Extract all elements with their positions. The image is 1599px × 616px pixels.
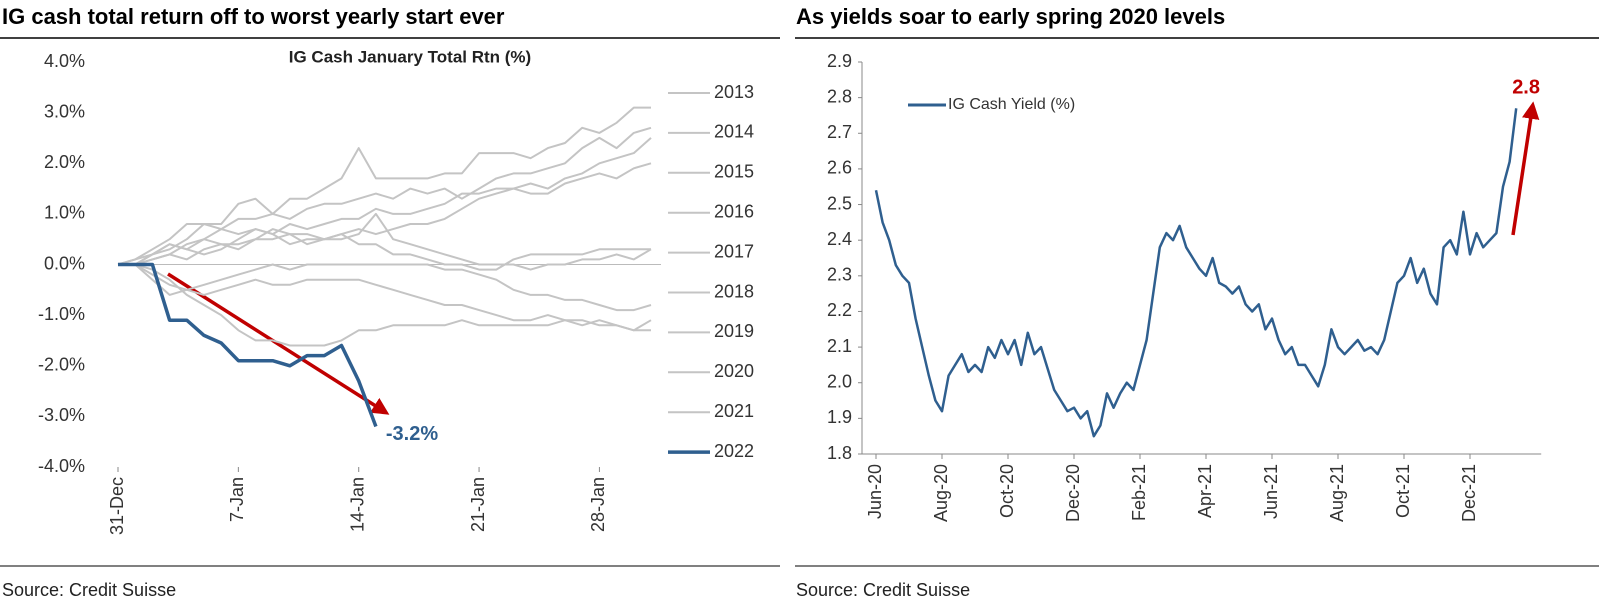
source-note: Source: Credit Suisse (796, 580, 970, 600)
legend-label: 2015 (714, 162, 754, 182)
series-line (118, 263, 652, 332)
legend-label: 2017 (714, 241, 754, 261)
series-line (118, 137, 652, 266)
annotation: -3.2% (386, 423, 438, 445)
y-tick-label: 2.6 (827, 158, 852, 178)
y-tick-label: 1.9 (827, 407, 852, 427)
y-tick-label: 2.2 (827, 300, 852, 320)
series-line (118, 263, 652, 312)
y-tick-label: 2.9 (827, 51, 852, 71)
y-tick-label: 2.5 (827, 193, 852, 213)
legend-label: 2013 (714, 82, 754, 102)
trend-arrow (1511, 101, 1540, 236)
x-tick-label: Aug-21 (1327, 464, 1347, 522)
legend-label: 2020 (714, 361, 754, 381)
x-tick-label: Jun-20 (865, 464, 885, 519)
x-tick-label: 14-Jan (347, 477, 367, 532)
y-tick-label: 2.8 (827, 86, 852, 106)
x-tick-label: Oct-21 (1393, 464, 1413, 518)
x-tick-label: 28-Jan (588, 477, 608, 532)
series-line (118, 212, 652, 271)
x-tick-label: Dec-21 (1459, 464, 1479, 522)
y-tick-label: 2.0% (44, 152, 85, 172)
chart-title: IG cash total return off to worst yearly… (2, 4, 505, 29)
y-tick-label: -2.0% (38, 355, 85, 375)
x-tick-label: 7-Jan (227, 477, 247, 522)
x-tick-label: Apr-21 (1195, 464, 1215, 518)
x-tick-label: Aug-20 (931, 464, 951, 522)
source-note: Source: Credit Suisse (2, 580, 176, 600)
legend-label: IG Cash Yield (%) (948, 96, 1075, 113)
y-tick-label: 3.0% (44, 101, 85, 121)
y-tick-label: 4.0% (44, 51, 85, 71)
series-line (118, 263, 651, 347)
legend-label: 2018 (714, 281, 754, 301)
legend-label: 2019 (714, 321, 754, 341)
x-tick-label: Feb-21 (1129, 464, 1149, 521)
y-tick-label: 2.3 (827, 265, 852, 285)
series-line (118, 228, 651, 271)
y-tick-label: 2.1 (827, 336, 852, 356)
series-line (118, 262, 378, 428)
legend-label: 2022 (714, 441, 754, 461)
y-tick-label: 1.0% (44, 203, 85, 223)
legend-label: 2016 (714, 201, 754, 221)
y-tick-label: 2.4 (827, 229, 852, 249)
series-line (118, 126, 652, 266)
y-tick-label: -3.0% (38, 405, 85, 425)
x-tick-label: 21-Jan (468, 477, 488, 532)
y-tick-label: 0.0% (44, 253, 85, 273)
x-tick-label: Oct-20 (997, 464, 1017, 518)
x-tick-label: Jun-21 (1261, 464, 1281, 519)
series-line (874, 108, 1518, 438)
y-tick-label: 2.0 (827, 371, 852, 391)
legend-label: 2014 (714, 122, 754, 142)
chart-title: As yields soar to early spring 2020 leve… (796, 4, 1225, 29)
y-tick-label: 2.7 (827, 122, 852, 142)
x-tick-label: 31-Dec (107, 477, 127, 535)
y-tick-label: -4.0% (38, 456, 85, 476)
y-tick-label: 1.8 (827, 443, 852, 463)
legend-label: 2021 (714, 401, 754, 421)
chart-subtitle: IG Cash January Total Rtn (%) (289, 47, 531, 66)
series-line (117, 162, 652, 266)
x-tick-label: Dec-20 (1063, 464, 1083, 522)
y-tick-label: -1.0% (38, 304, 85, 324)
annotation: 2.8 (1512, 76, 1540, 98)
